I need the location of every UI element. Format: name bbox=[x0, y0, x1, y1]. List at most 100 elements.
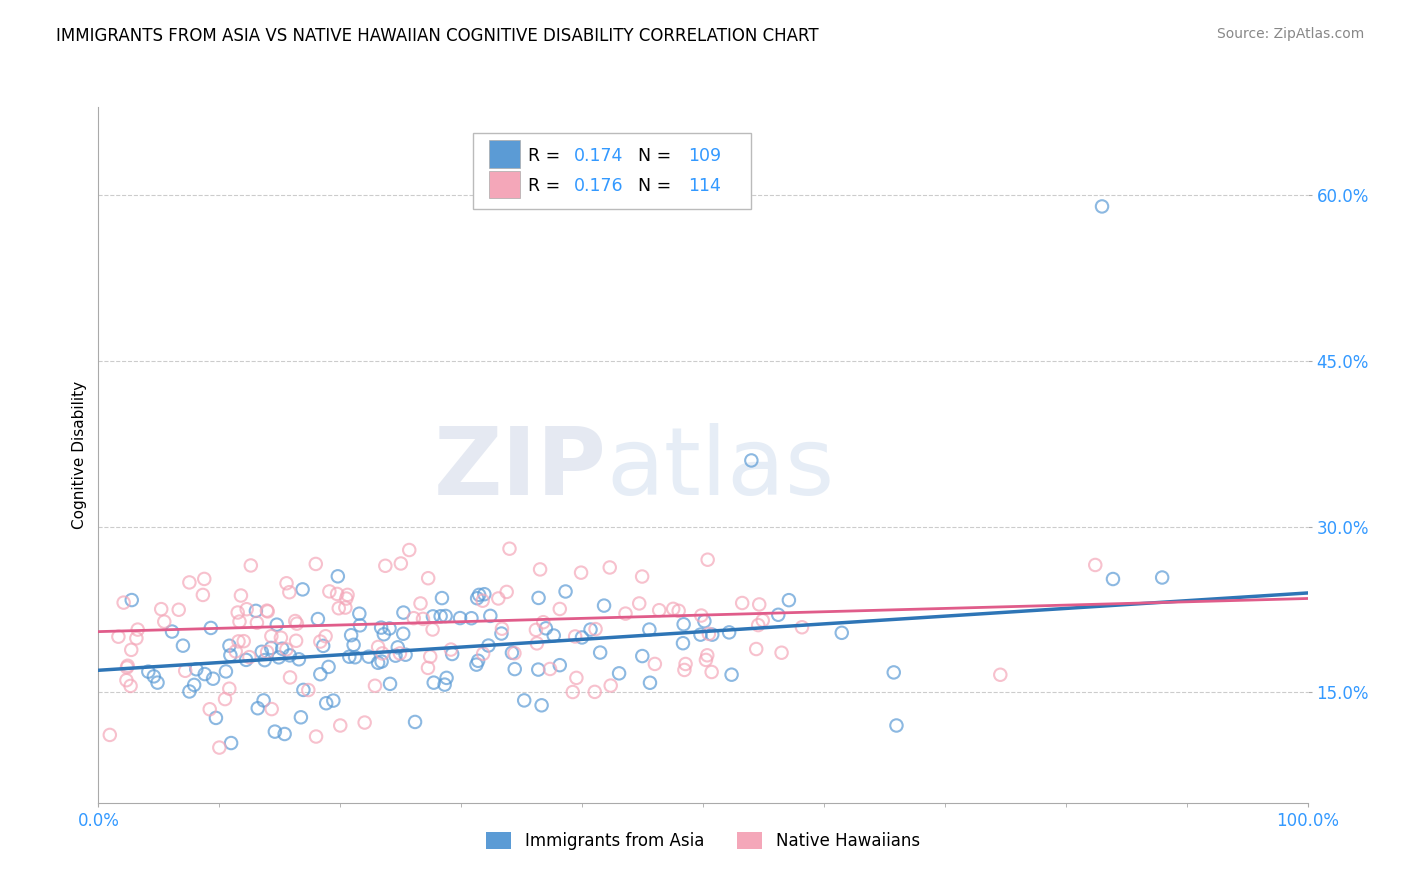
Native Hawaiians bbox=[174, 664, 197, 678]
Native Hawaiians bbox=[648, 603, 671, 617]
Immigrants from Asia bbox=[146, 675, 169, 690]
Native Hawaiians bbox=[318, 584, 340, 599]
Immigrants from Asia bbox=[349, 618, 371, 632]
Immigrants from Asia bbox=[291, 582, 314, 597]
Text: 109: 109 bbox=[689, 147, 721, 165]
Immigrants from Asia bbox=[631, 648, 654, 663]
Immigrants from Asia bbox=[672, 636, 695, 650]
Immigrants from Asia bbox=[477, 639, 499, 653]
Native Hawaiians bbox=[748, 598, 770, 612]
Native Hawaiians bbox=[167, 603, 190, 617]
Immigrants from Asia bbox=[172, 639, 194, 653]
Immigrants from Asia bbox=[436, 671, 458, 685]
Native Hawaiians bbox=[235, 602, 257, 616]
Native Hawaiians bbox=[409, 597, 432, 611]
Native Hawaiians bbox=[107, 630, 129, 644]
Native Hawaiians bbox=[193, 572, 215, 586]
Immigrants from Asia bbox=[579, 623, 602, 637]
Immigrants from Asia bbox=[429, 609, 451, 624]
Native Hawaiians bbox=[120, 679, 142, 693]
Immigrants from Asia bbox=[468, 588, 491, 602]
Immigrants from Asia bbox=[370, 621, 392, 635]
Native Hawaiians bbox=[564, 629, 586, 643]
Immigrants from Asia bbox=[501, 646, 523, 660]
Native Hawaiians bbox=[225, 644, 247, 658]
Native Hawaiians bbox=[491, 622, 513, 636]
Native Hawaiians bbox=[276, 642, 298, 657]
Native Hawaiians bbox=[364, 679, 387, 693]
Immigrants from Asia bbox=[672, 617, 695, 632]
Text: 114: 114 bbox=[689, 178, 721, 195]
Immigrants from Asia bbox=[273, 727, 295, 741]
Immigrants from Asia bbox=[534, 621, 557, 635]
Native Hawaiians bbox=[336, 588, 359, 602]
Immigrants from Asia bbox=[571, 631, 593, 645]
Immigrants from Asia bbox=[186, 662, 208, 676]
Immigrants from Asia bbox=[252, 693, 274, 707]
Immigrants from Asia bbox=[246, 701, 269, 715]
Native Hawaiians bbox=[745, 642, 768, 657]
Native Hawaiians bbox=[583, 685, 606, 699]
Native Hawaiians bbox=[526, 636, 548, 650]
Immigrants from Asia bbox=[465, 591, 488, 606]
Immigrants from Asia bbox=[219, 648, 242, 663]
Immigrants from Asia bbox=[290, 710, 312, 724]
Immigrants from Asia bbox=[215, 665, 238, 679]
Native Hawaiians bbox=[673, 663, 696, 677]
Immigrants from Asia bbox=[202, 672, 225, 686]
Native Hawaiians bbox=[751, 613, 773, 627]
Native Hawaiians bbox=[115, 673, 138, 688]
Native Hawaiians bbox=[125, 632, 148, 646]
Immigrants from Asia bbox=[638, 675, 661, 690]
Immigrants from Asia bbox=[607, 666, 630, 681]
Immigrants from Asia bbox=[322, 693, 344, 707]
Native Hawaiians bbox=[276, 576, 298, 591]
Immigrants from Asia bbox=[318, 660, 340, 674]
Native Hawaiians bbox=[285, 616, 308, 631]
Immigrants from Asia bbox=[205, 711, 228, 725]
Immigrants from Asia bbox=[312, 639, 335, 653]
Immigrants from Asia bbox=[142, 669, 165, 683]
Immigrants from Asia bbox=[527, 591, 550, 605]
Native Hawaiians bbox=[239, 558, 262, 573]
Native Hawaiians bbox=[668, 604, 690, 618]
Native Hawaiians bbox=[585, 622, 607, 636]
Native Hawaiians bbox=[120, 643, 142, 657]
Immigrants from Asia bbox=[340, 628, 363, 642]
Native Hawaiians bbox=[644, 657, 666, 671]
Native Hawaiians bbox=[150, 602, 173, 616]
Immigrants from Asia bbox=[250, 645, 273, 659]
Native Hawaiians bbox=[565, 671, 588, 685]
Immigrants from Asia bbox=[404, 714, 426, 729]
Immigrants from Asia bbox=[491, 626, 513, 640]
Native Hawaiians bbox=[416, 661, 439, 675]
Immigrants from Asia bbox=[422, 609, 444, 624]
Immigrants from Asia bbox=[554, 584, 576, 599]
Immigrants from Asia bbox=[433, 678, 456, 692]
Native Hawaiians bbox=[229, 589, 252, 603]
Immigrants from Asia bbox=[392, 626, 415, 640]
Native Hawaiians bbox=[112, 596, 135, 610]
Native Hawaiians bbox=[988, 667, 1011, 681]
Native Hawaiians bbox=[256, 604, 278, 618]
Immigrants from Asia bbox=[344, 650, 367, 665]
Native Hawaiians bbox=[329, 718, 352, 732]
Immigrants from Asia bbox=[593, 599, 616, 613]
Text: Source: ZipAtlas.com: Source: ZipAtlas.com bbox=[1216, 27, 1364, 41]
Native Hawaiians bbox=[328, 601, 350, 615]
Native Hawaiians bbox=[198, 702, 221, 716]
Native Hawaiians bbox=[238, 650, 260, 665]
Immigrants from Asia bbox=[278, 648, 301, 663]
Native Hawaiians bbox=[790, 620, 813, 634]
Native Hawaiians bbox=[153, 615, 176, 629]
Native Hawaiians bbox=[662, 602, 685, 616]
Text: 0.174: 0.174 bbox=[574, 147, 623, 165]
Immigrants from Asia bbox=[689, 627, 711, 641]
Native Hawaiians bbox=[260, 702, 283, 716]
Native Hawaiians bbox=[208, 740, 231, 755]
Native Hawaiians bbox=[98, 728, 121, 742]
Immigrants from Asia bbox=[378, 677, 401, 691]
Native Hawaiians bbox=[696, 552, 718, 566]
Immigrants from Asia bbox=[693, 614, 716, 628]
Immigrants from Asia bbox=[307, 612, 329, 626]
